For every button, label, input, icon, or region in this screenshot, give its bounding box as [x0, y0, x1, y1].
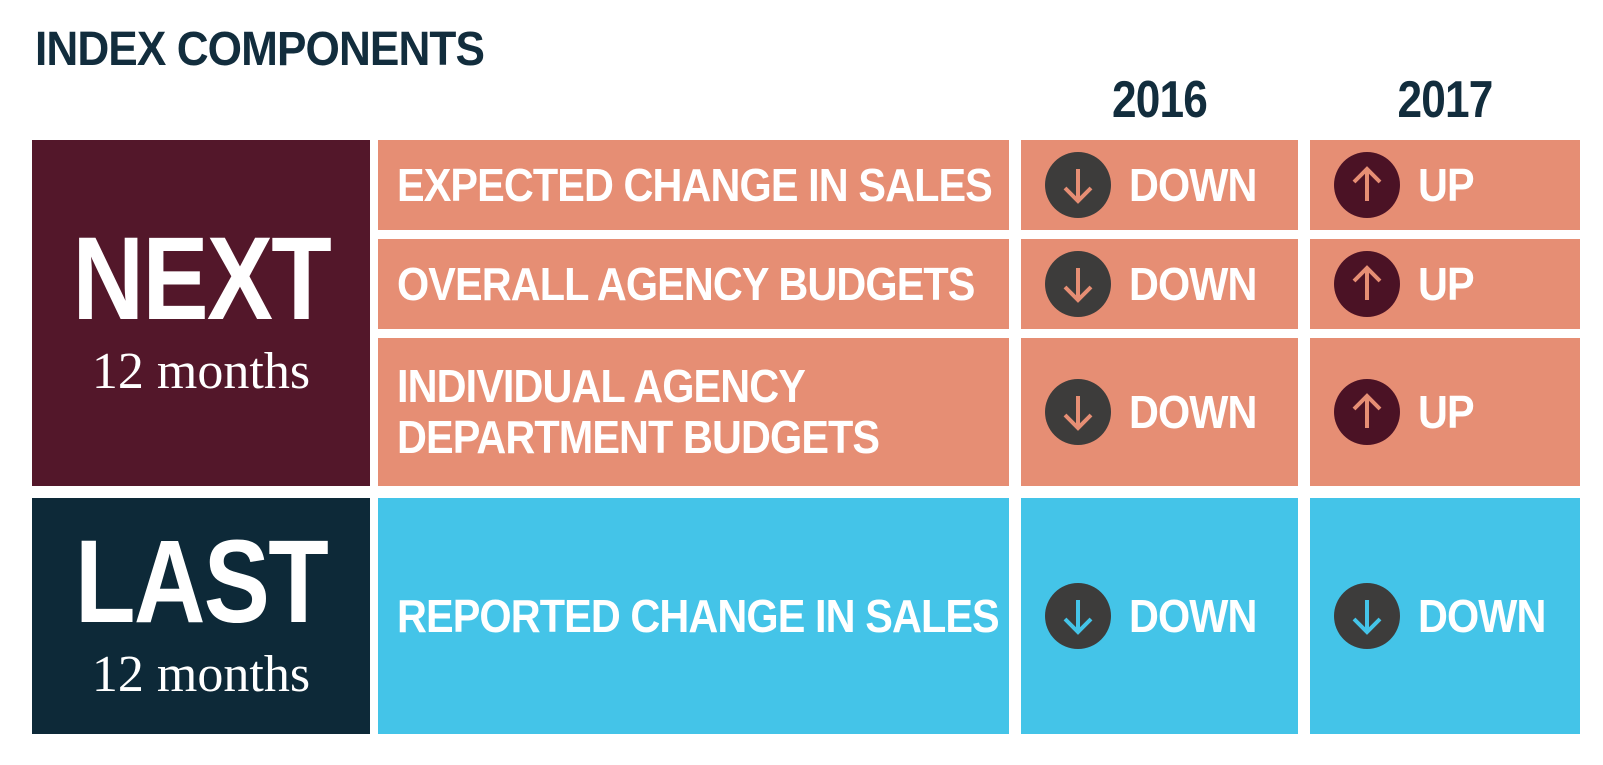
direction-label: UP — [1418, 258, 1475, 310]
row-label-text: OVERALL AGENCY BUDGETS — [397, 257, 975, 310]
up-arrow-icon — [1334, 152, 1400, 218]
direction-label: UP — [1418, 386, 1475, 438]
down-arrow-icon — [1045, 152, 1111, 218]
direction-label: DOWN — [1129, 159, 1257, 211]
down-arrow-icon — [1045, 583, 1111, 649]
down-arrow-icon — [1045, 379, 1111, 445]
page-title: INDEX COMPONENTS — [35, 23, 485, 76]
direction-badge: UP — [1334, 152, 1480, 218]
row-label-expected-change-in-sales: EXPECTED CHANGE IN SALES — [378, 140, 1009, 230]
up-arrow-icon — [1334, 379, 1400, 445]
row-label-text-line2: DEPARTMENT BUDGETS — [397, 411, 880, 463]
row-label-text: INDIVIDUAL AGENCY — [397, 360, 806, 413]
direction-label: DOWN — [1129, 590, 1257, 642]
group-title: LAST — [74, 516, 329, 649]
direction-label: UP — [1418, 159, 1475, 211]
direction-label: DOWN — [1418, 590, 1546, 642]
direction-badge: UP — [1334, 379, 1480, 445]
direction-badge: DOWN — [1045, 583, 1271, 649]
group-subtitle: 12 months — [91, 645, 311, 703]
direction-badge: DOWN — [1045, 251, 1271, 317]
group-block-next-12-months: NEXT 12 months — [32, 140, 370, 486]
row-label-reported-change-in-sales: REPORTED CHANGE IN SALES — [378, 498, 1009, 734]
direction-badge: UP — [1334, 251, 1480, 317]
direction-badge: DOWN — [1045, 379, 1271, 445]
cell-expected-change-2016: DOWN — [1021, 140, 1298, 230]
row-label-individual-agency-department-budgets: INDIVIDUAL AGENCY DEPARTMENT BUDGETS — [378, 338, 1009, 486]
row-label-text: REPORTED CHANGE IN SALES — [397, 589, 1000, 642]
group-subtitle: 12 months — [91, 342, 311, 400]
column-header-2017: 2017 — [1397, 71, 1494, 129]
down-arrow-icon — [1045, 251, 1111, 317]
down-arrow-icon — [1334, 583, 1400, 649]
row-label-overall-agency-budgets: OVERALL AGENCY BUDGETS — [378, 239, 1009, 329]
direction-label: DOWN — [1129, 386, 1257, 438]
row-label-text: EXPECTED CHANGE IN SALES — [397, 158, 993, 211]
cell-reported-change-2016: DOWN — [1021, 498, 1298, 734]
cell-overall-budgets-2016: DOWN — [1021, 239, 1298, 329]
cell-department-budgets-2016: DOWN — [1021, 338, 1298, 486]
direction-label: DOWN — [1129, 258, 1257, 310]
cell-expected-change-2017: UP — [1310, 140, 1580, 230]
column-header-2016: 2016 — [1112, 71, 1208, 129]
group-block-last-12-months: LAST 12 months — [32, 498, 370, 734]
group-title: NEXT — [72, 213, 331, 346]
cell-reported-change-2017: DOWN — [1310, 498, 1580, 734]
direction-badge: DOWN — [1334, 583, 1560, 649]
up-arrow-icon — [1334, 251, 1400, 317]
cell-overall-budgets-2017: UP — [1310, 239, 1580, 329]
direction-badge: DOWN — [1045, 152, 1271, 218]
cell-department-budgets-2017: UP — [1310, 338, 1580, 486]
